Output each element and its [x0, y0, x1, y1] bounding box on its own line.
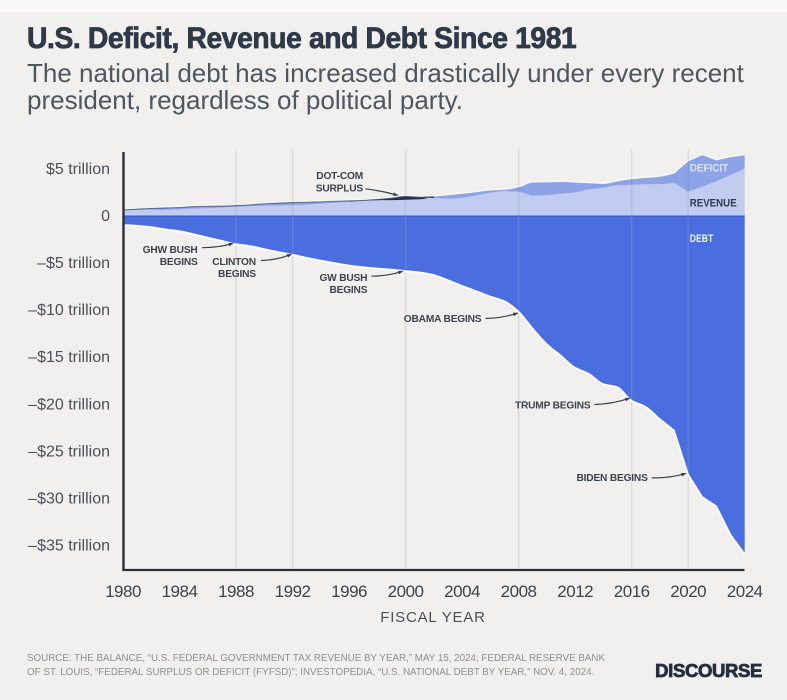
svg-text:BIDEN BEGINS: BIDEN BEGINS — [577, 473, 649, 484]
svg-text:BEGINS: BEGINS — [329, 285, 367, 296]
svg-text:2008: 2008 — [501, 582, 537, 601]
svg-text:2004: 2004 — [444, 582, 480, 601]
svg-text:$5 trillion: $5 trillion — [46, 161, 110, 178]
svg-text:1984: 1984 — [162, 582, 198, 601]
svg-text:–$30 trillion: –$30 trillion — [28, 490, 110, 507]
svg-text:–$5 trillion: –$5 trillion — [37, 255, 110, 272]
svg-text:2016: 2016 — [614, 582, 650, 601]
svg-text:TRUMP BEGINS: TRUMP BEGINS — [515, 401, 591, 412]
svg-text:DOT-COM: DOT-COM — [316, 171, 363, 182]
svg-text:1996: 1996 — [331, 582, 367, 601]
svg-text:2024: 2024 — [727, 582, 763, 601]
svg-text:–$15 trillion: –$15 trillion — [28, 349, 110, 366]
svg-text:2020: 2020 — [670, 582, 706, 601]
svg-text:BEGINS: BEGINS — [160, 257, 198, 268]
svg-text:SURPLUS: SURPLUS — [316, 183, 364, 194]
svg-text:FISCAL YEAR: FISCAL YEAR — [380, 609, 486, 626]
svg-text:BEGINS: BEGINS — [218, 269, 256, 280]
svg-text:–$35 trillion: –$35 trillion — [28, 538, 110, 555]
svg-text:1988: 1988 — [218, 582, 254, 601]
svg-text:DEFICIT: DEFICIT — [690, 163, 729, 175]
svg-text:–$10 trillion: –$10 trillion — [28, 302, 110, 319]
svg-text:1980: 1980 — [105, 582, 141, 601]
svg-text:–$25 trillion: –$25 trillion — [28, 443, 110, 460]
svg-text:–$20 trillion: –$20 trillion — [28, 396, 110, 413]
svg-text:REVENUE: REVENUE — [690, 198, 737, 210]
svg-text:DEBT: DEBT — [690, 233, 714, 245]
svg-text:2000: 2000 — [388, 582, 424, 601]
svg-text:2012: 2012 — [557, 582, 593, 601]
svg-text:1992: 1992 — [275, 582, 311, 601]
svg-text:GW BUSH: GW BUSH — [319, 273, 367, 284]
svg-text:0: 0 — [101, 208, 110, 225]
svg-text:GHW BUSH: GHW BUSH — [143, 245, 198, 256]
svg-text:OBAMA BEGINS: OBAMA BEGINS — [404, 314, 482, 325]
svg-text:CLINTON: CLINTON — [212, 257, 256, 268]
